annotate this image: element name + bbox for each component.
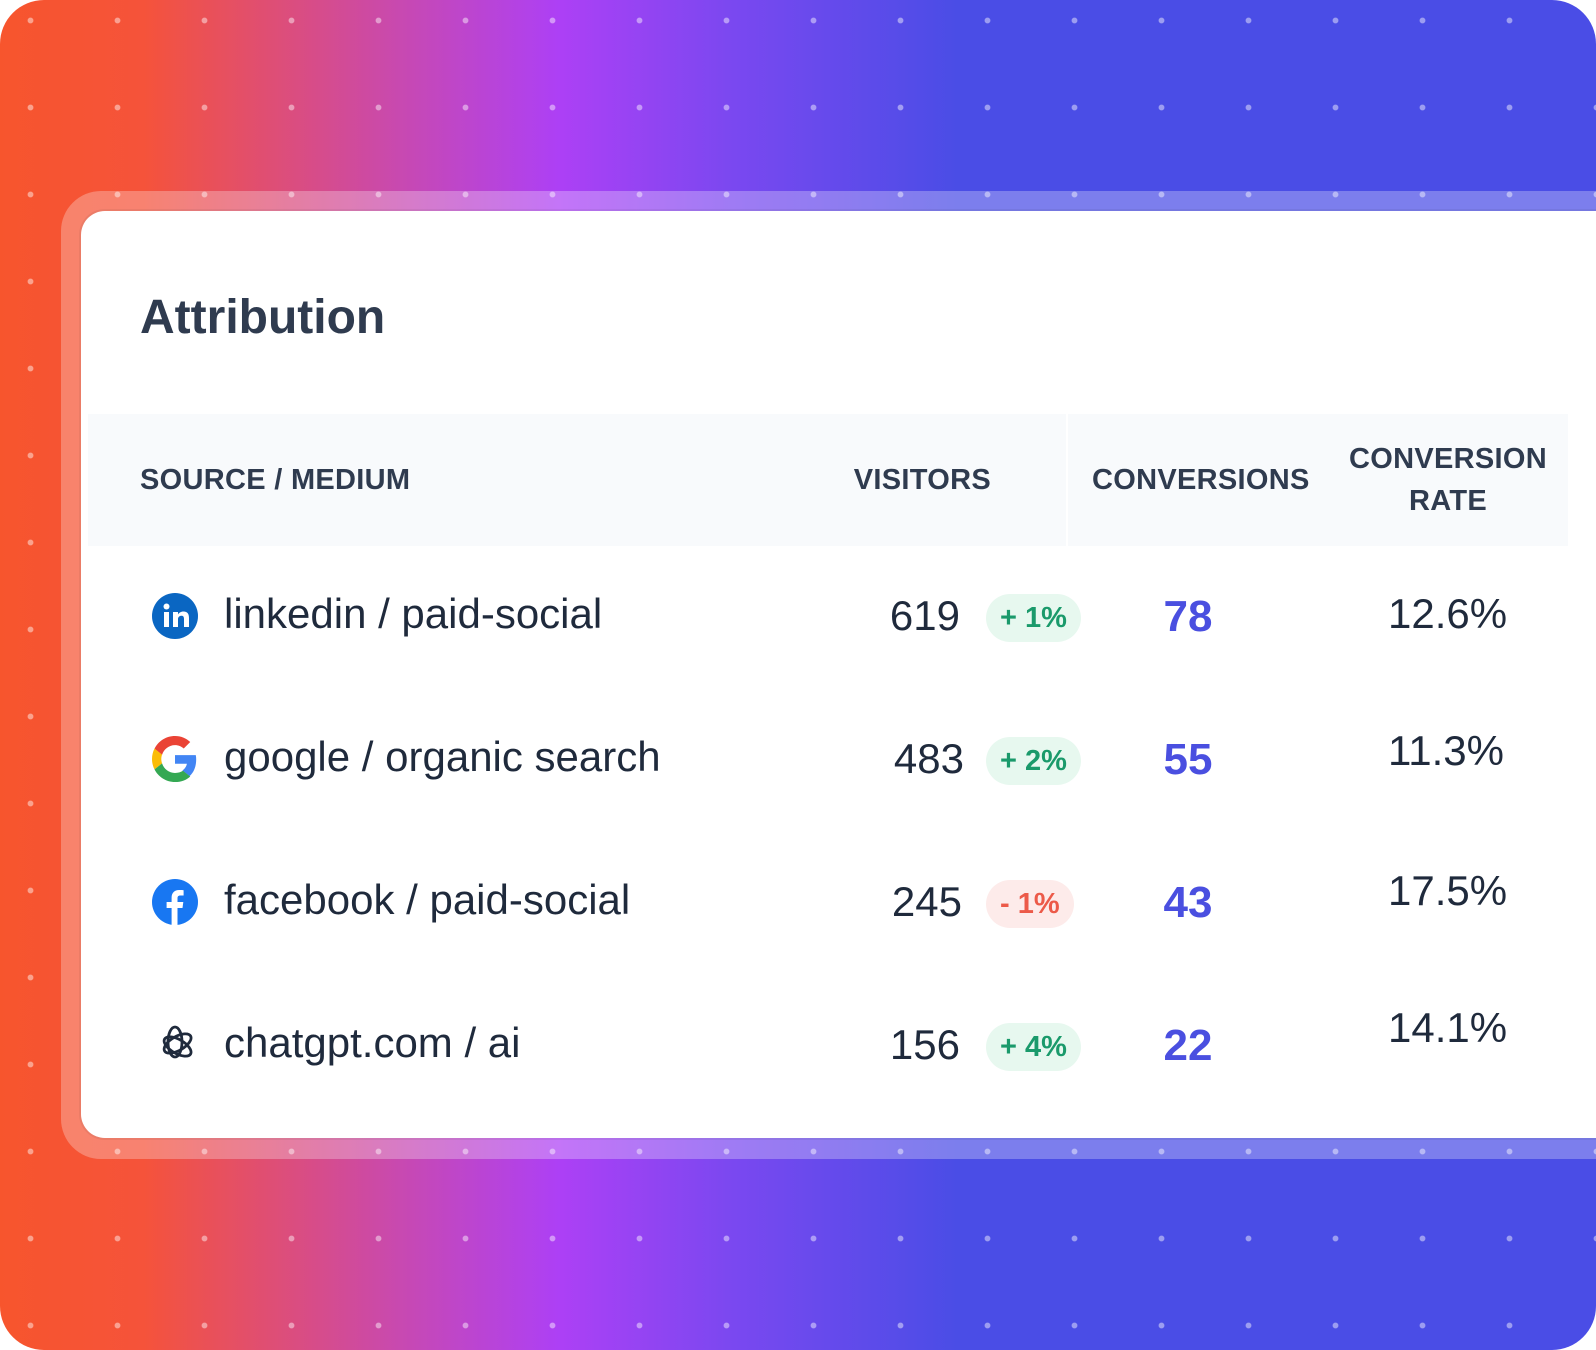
- linkedin-icon: [152, 593, 198, 639]
- source-label[interactable]: chatgpt.com / ai: [224, 1019, 521, 1066]
- table-header: SOURCE / MEDIUM VISITORS CONVERSIONS CON…: [88, 414, 1568, 546]
- conversion-rate-value: 12.6%: [1388, 590, 1508, 637]
- change-badge: + 2%: [986, 737, 1081, 785]
- chatgpt-icon: [162, 1025, 193, 1059]
- google-icon: [152, 736, 197, 782]
- conversions-value: 55: [1163, 735, 1213, 784]
- visitors-value: 245: [891, 878, 962, 925]
- header-conversion-rate[interactable]: CONVERSION RATE: [1328, 438, 1568, 522]
- conversions-value: 43: [1163, 878, 1213, 927]
- change-badge: + 4%: [986, 1023, 1081, 1071]
- source-label[interactable]: google / organic search: [224, 733, 661, 780]
- header-source[interactable]: SOURCE / MEDIUM: [140, 464, 411, 496]
- source-label[interactable]: linkedin / paid-social: [224, 590, 603, 637]
- facebook-icon: [152, 879, 198, 925]
- visitors-value: 483: [893, 735, 964, 782]
- header-visitors[interactable]: VISITORS: [853, 464, 991, 496]
- visitors-value: 619: [889, 592, 960, 639]
- conversions-value: 78: [1163, 592, 1213, 641]
- conversion-rate-value: 17.5%: [1388, 867, 1508, 914]
- header-divider: [1066, 414, 1068, 546]
- conversion-rate-value: 14.1%: [1388, 1004, 1508, 1051]
- conversions-value: 22: [1163, 1021, 1213, 1070]
- header-rate-line1: CONVERSION: [1349, 443, 1547, 475]
- visitors-value: 156: [889, 1021, 960, 1068]
- header-rate-line2: RATE: [1409, 485, 1487, 517]
- change-badge: + 1%: [986, 594, 1081, 642]
- change-badge: - 1%: [986, 880, 1074, 928]
- conversion-rate-value: 11.3%: [1388, 727, 1504, 774]
- source-label[interactable]: facebook / paid-social: [224, 876, 631, 923]
- attribution-card: [81, 211, 1596, 1138]
- card-title: Attribution: [140, 291, 386, 344]
- header-conversions[interactable]: CONVERSIONS: [1092, 464, 1310, 496]
